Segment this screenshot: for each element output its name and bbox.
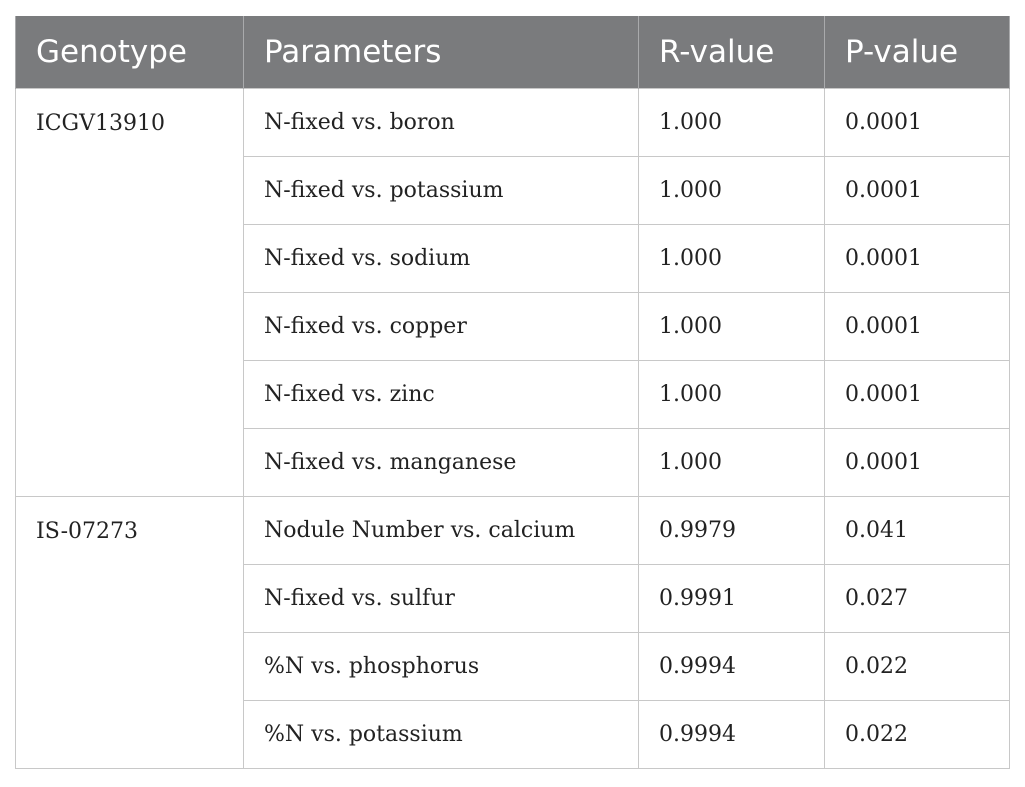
p-value-cell: 0.0001 xyxy=(824,156,1010,225)
r-value-cell: 0.9979 xyxy=(638,496,825,565)
table-row: N-fixed vs. zinc 1.000 0.0001 xyxy=(16,360,1010,429)
table-row: N-fixed vs. potassium 1.000 0.0001 xyxy=(16,156,1010,225)
header-p-value: P-value xyxy=(824,16,1010,89)
p-value-cell: 0.0001 xyxy=(824,224,1010,293)
parameter-cell: N-fixed vs. boron xyxy=(243,88,639,157)
r-value-cell: 1.000 xyxy=(638,428,825,497)
parameter-cell: N-fixed vs. sulfur xyxy=(243,564,639,633)
correlation-table-container: Genotype Parameters R-value P-value ICGV… xyxy=(15,16,1010,769)
table-row: %N vs. potassium 0.9994 0.022 xyxy=(16,700,1010,769)
p-value-cell: 0.041 xyxy=(824,496,1010,565)
p-value-cell: 0.027 xyxy=(824,564,1010,633)
header-parameters: Parameters xyxy=(243,16,639,89)
table-header: Genotype Parameters R-value P-value xyxy=(15,16,1010,89)
parameter-cell: N-fixed vs. potassium xyxy=(243,156,639,225)
p-value-cell: 0.0001 xyxy=(824,360,1010,429)
r-value-cell: 0.9991 xyxy=(638,564,825,633)
header-genotype: Genotype xyxy=(15,16,244,89)
p-value-cell: 0.0001 xyxy=(824,88,1010,157)
p-value-cell: 0.022 xyxy=(824,632,1010,701)
r-value-cell: 1.000 xyxy=(638,156,825,225)
r-value-cell: 1.000 xyxy=(638,360,825,429)
table-body: ICGV13910 N-fixed vs. boron 1.000 0.0001… xyxy=(15,88,1010,769)
parameter-cell: %N vs. potassium xyxy=(243,700,639,769)
p-value-cell: 0.022 xyxy=(824,700,1010,769)
table-row: IS-07273 Nodule Number vs. calcium 0.997… xyxy=(15,496,1010,769)
genotype-cell: ICGV13910 xyxy=(15,88,244,497)
parameter-cell: Nodule Number vs. calcium xyxy=(243,496,639,565)
parameter-cell: N-fixed vs. zinc xyxy=(243,360,639,429)
parameter-cell: N-fixed vs. sodium xyxy=(243,224,639,293)
parameter-cell: %N vs. phosphorus xyxy=(243,632,639,701)
header-r-value: R-value xyxy=(638,16,825,89)
r-value-cell: 1.000 xyxy=(638,292,825,361)
table-row: %N vs. phosphorus 0.9994 0.022 xyxy=(16,632,1010,701)
parameter-cell: N-fixed vs. copper xyxy=(243,292,639,361)
r-value-cell: 1.000 xyxy=(638,88,825,157)
table-row: ICGV13910 N-fixed vs. boron 1.000 0.0001 xyxy=(15,88,1010,497)
table-row: N-fixed vs. sulfur 0.9991 0.027 xyxy=(16,564,1010,633)
genotype-cell: IS-07273 xyxy=(15,496,244,769)
p-value-cell: 0.0001 xyxy=(824,428,1010,497)
table-row: N-fixed vs. manganese 1.000 0.0001 xyxy=(16,428,1010,497)
r-value-cell: 0.9994 xyxy=(638,632,825,701)
p-value-cell: 0.0001 xyxy=(824,292,1010,361)
correlation-table: Genotype Parameters R-value P-value ICGV… xyxy=(15,16,1010,769)
r-value-cell: 1.000 xyxy=(638,224,825,293)
header-row: Genotype Parameters R-value P-value xyxy=(15,16,1010,89)
parameter-cell: N-fixed vs. manganese xyxy=(243,428,639,497)
r-value-cell: 0.9994 xyxy=(638,700,825,769)
